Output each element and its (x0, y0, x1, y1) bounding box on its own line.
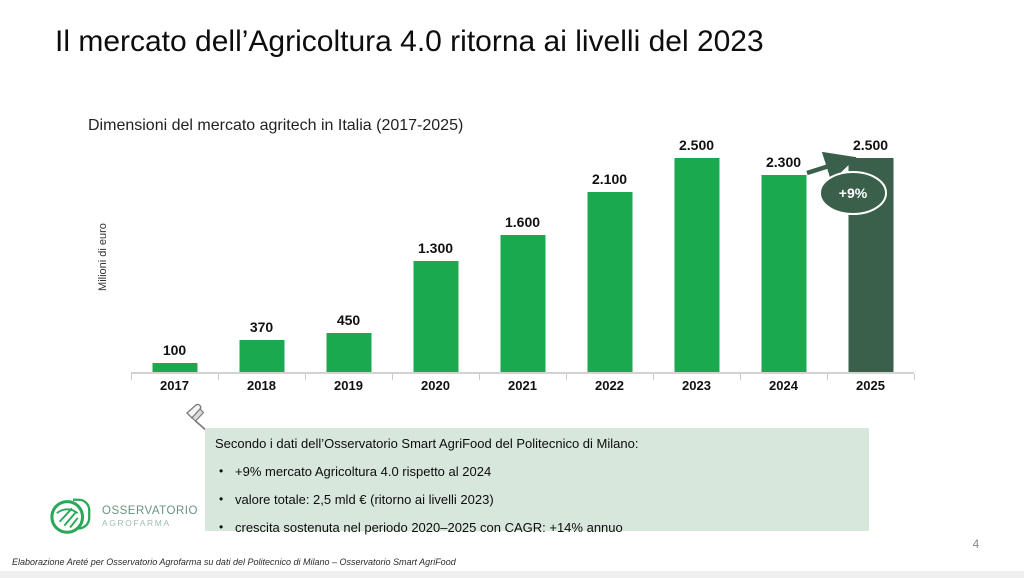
osservatorio-agrofarma-logo: OSSERVATORIO AGROFARMA (50, 494, 198, 538)
bar-value-label-2022: 2.100 (591, 171, 628, 187)
bar-slot-2022: 2.100 (566, 140, 653, 372)
x-axis-label-2022: 2022 (595, 378, 624, 393)
logo-text: OSSERVATORIO AGROFARMA (102, 505, 198, 528)
axis-tick (479, 374, 480, 380)
y-axis-label: Milioni di euro (97, 223, 109, 291)
bar-slot-2024: 2.300 (740, 140, 827, 372)
bullet-icon: • (219, 464, 224, 478)
growth-oval (819, 171, 887, 215)
axis-tick (827, 374, 828, 380)
bullet-icon: • (219, 520, 224, 534)
callout-bullet-text: +9% mercato Agricoltura 4.0 rispetto al … (235, 464, 492, 479)
bar-2024 (761, 175, 806, 372)
bar-value-label-2023: 2.500 (678, 137, 715, 153)
x-axis-label-2020: 2020 (421, 378, 450, 393)
axis-tick (218, 374, 219, 380)
bar-slot-2017: 100 (131, 140, 218, 372)
callout-bullet-2: • valore totale: 2,5 mld € (ritorno ai l… (219, 492, 859, 507)
growth-percent-label: +9% (839, 185, 868, 201)
x-axis-label-2024: 2024 (769, 378, 798, 393)
callout-box: Secondo i dati dell’Osservatorio Smart A… (205, 428, 869, 535)
chart-title: Dimensioni del mercato agritech in Itali… (88, 117, 464, 134)
axis-tick (914, 374, 915, 380)
bar-value-label-2017: 100 (162, 342, 187, 358)
callout-bullet-3: • crescita sostenuta nel periodo 2020–20… (219, 520, 859, 535)
callout-header: Secondo i dati dell’Osservatorio Smart A… (215, 436, 639, 451)
x-axis-label-2021: 2021 (508, 378, 537, 393)
bar-value-label-2019: 450 (336, 312, 361, 328)
axis-tick (566, 374, 567, 380)
growth-arrow (806, 151, 857, 182)
bar-value-label-2018: 370 (249, 319, 274, 335)
bar-2017 (152, 363, 197, 372)
bar-value-label-2021: 1.600 (504, 214, 541, 230)
bar-slot-2020: 1.300 (392, 140, 479, 372)
logo-line2: AGROFARMA (102, 517, 171, 528)
x-axis-label-2017: 2017 (160, 378, 189, 393)
bar-slot-2019: 450 (305, 140, 392, 372)
growth-annotation: +9% (806, 151, 887, 215)
bar-2018 (239, 340, 284, 372)
bar-2023 (674, 158, 719, 372)
slide-title: Il mercato dell’Agricoltura 4.0 ritorna … (55, 25, 764, 58)
axis-tick (653, 374, 654, 380)
logo-line1: OSSERVATORIO (102, 504, 198, 517)
x-axis-label-2019: 2019 (334, 378, 363, 393)
bar-2021 (500, 235, 545, 372)
axis-tick (305, 374, 306, 380)
bar-2020 (413, 261, 458, 372)
page-number: 4 (972, 537, 980, 551)
bullet-icon: • (219, 492, 224, 506)
x-axis-label-2025: 2025 (856, 378, 885, 393)
axis-tick (740, 374, 741, 380)
bar-slot-2023: 2.500 (653, 137, 740, 372)
bar-slot-2018: 370 (218, 140, 305, 372)
bar-value-label-2024: 2.300 (765, 154, 802, 170)
pushpin-icon (185, 403, 208, 432)
bar-2019 (326, 333, 371, 372)
x-axis-label-2018: 2018 (247, 378, 276, 393)
bar-value-label-2025: 2.500 (852, 137, 889, 153)
axis-tick (392, 374, 393, 380)
bar-value-label-2020: 1.300 (417, 240, 454, 256)
agrofarma-leaf-icon (50, 498, 91, 534)
x-axis-labels: 2017 2018 2019 2020 2021 2022 2023 2024 2025 (131, 378, 914, 393)
bottom-strip (0, 571, 1024, 578)
footer-source-note: Elaborazione Areté per Osservatorio Agro… (12, 557, 456, 567)
callout-bullet-1: • +9% mercato Agricoltura 4.0 rispetto a… (219, 464, 859, 479)
x-axis-label-2023: 2023 (682, 378, 711, 393)
axis-tick (131, 374, 132, 380)
callout-bullet-text: crescita sostenuta nel periodo 2020–2025… (235, 520, 623, 535)
bar-2022 (587, 192, 632, 372)
callout-bullet-text: valore totale: 2,5 mld € (ritorno ai liv… (235, 492, 494, 507)
bar-slot-2021: 1.600 (479, 140, 566, 372)
